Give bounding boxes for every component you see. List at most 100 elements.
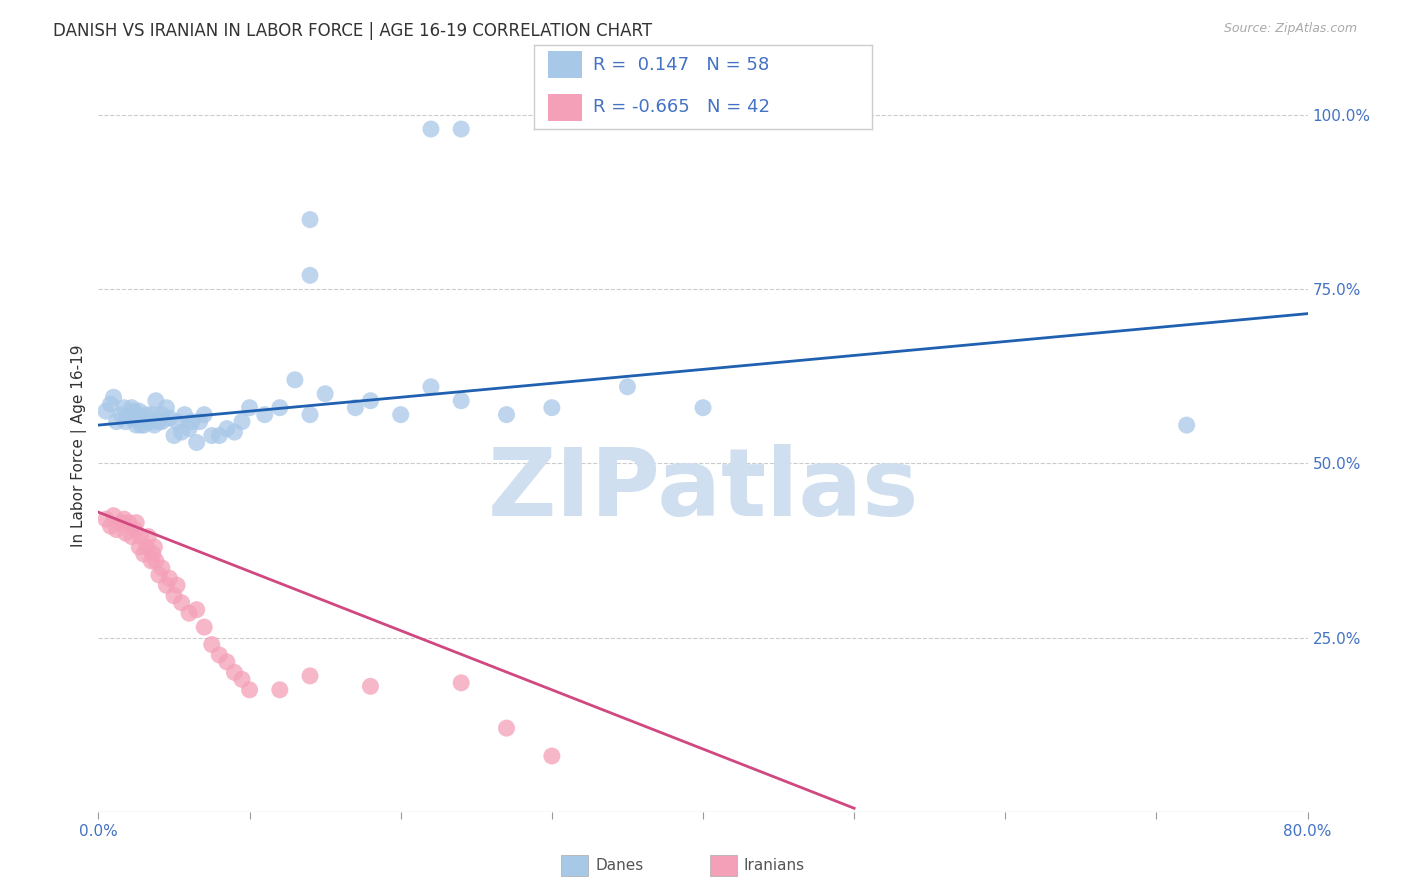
Point <box>692 401 714 415</box>
Point <box>114 526 136 541</box>
Point <box>141 415 163 429</box>
FancyBboxPatch shape <box>548 52 582 78</box>
Point <box>299 669 322 683</box>
Point <box>166 578 188 592</box>
Point <box>215 655 238 669</box>
FancyBboxPatch shape <box>710 855 737 876</box>
Point <box>121 530 143 544</box>
Point <box>201 428 224 442</box>
Point <box>1175 418 1198 433</box>
Point <box>173 408 195 422</box>
Point <box>420 380 443 394</box>
Point <box>170 596 193 610</box>
Point <box>179 606 201 620</box>
Point <box>239 682 262 697</box>
Point <box>495 721 517 735</box>
Point <box>616 380 638 394</box>
Point <box>118 408 141 422</box>
Point <box>135 408 157 422</box>
Point <box>100 397 122 411</box>
Point <box>360 679 382 693</box>
Point <box>186 603 208 617</box>
Point <box>124 523 146 537</box>
Point <box>231 415 253 429</box>
Point <box>121 401 143 415</box>
Point <box>269 682 291 697</box>
Point <box>253 408 276 422</box>
FancyBboxPatch shape <box>548 94 582 120</box>
Point <box>224 425 246 439</box>
Point <box>450 393 472 408</box>
Point <box>103 390 125 404</box>
Point <box>132 418 155 433</box>
Point <box>208 428 231 442</box>
Point <box>141 554 163 568</box>
Point <box>159 411 181 425</box>
Point <box>135 540 157 554</box>
Point <box>299 212 322 227</box>
Point <box>224 665 246 680</box>
Point <box>389 408 412 422</box>
Point <box>100 519 122 533</box>
Point <box>170 425 193 439</box>
Point <box>124 404 146 418</box>
Point <box>114 415 136 429</box>
Point <box>314 386 336 401</box>
Text: R =  0.147   N = 58: R = 0.147 N = 58 <box>593 56 769 74</box>
Point <box>299 268 322 283</box>
Point <box>166 415 188 429</box>
Point <box>193 620 215 634</box>
Point <box>155 401 177 415</box>
Point <box>132 547 155 561</box>
Point <box>540 749 562 764</box>
FancyBboxPatch shape <box>561 855 588 876</box>
Point <box>118 516 141 530</box>
Point <box>179 421 201 435</box>
Point <box>239 401 262 415</box>
Point <box>143 540 166 554</box>
Point <box>540 401 562 415</box>
Point <box>193 408 215 422</box>
Point <box>110 408 132 422</box>
Point <box>129 415 152 429</box>
Point <box>94 404 117 418</box>
Point <box>208 648 231 662</box>
Point <box>188 415 211 429</box>
Point <box>143 418 166 433</box>
Point <box>145 393 167 408</box>
Point <box>450 122 472 136</box>
Point <box>125 418 148 433</box>
Text: Iranians: Iranians <box>744 858 804 872</box>
Point <box>105 415 128 429</box>
Point <box>103 508 125 523</box>
Point <box>150 408 173 422</box>
Point <box>136 415 159 429</box>
Point <box>159 571 181 585</box>
Point <box>163 589 186 603</box>
Point <box>181 415 204 429</box>
Point <box>344 401 367 415</box>
Point <box>231 673 253 687</box>
Point <box>163 428 186 442</box>
Point <box>450 676 472 690</box>
Point <box>112 401 135 415</box>
Point <box>215 421 238 435</box>
Point <box>201 638 224 652</box>
Point <box>125 516 148 530</box>
Point <box>94 512 117 526</box>
Point <box>299 408 322 422</box>
Point <box>136 530 159 544</box>
Text: R = -0.665   N = 42: R = -0.665 N = 42 <box>593 98 770 116</box>
Point <box>121 411 143 425</box>
Point <box>150 415 173 429</box>
Text: Source: ZipAtlas.com: Source: ZipAtlas.com <box>1223 22 1357 36</box>
Point <box>420 122 443 136</box>
Point <box>148 415 170 429</box>
Point <box>148 567 170 582</box>
Point <box>360 393 382 408</box>
Point <box>142 408 165 422</box>
Point <box>186 435 208 450</box>
Text: ZIPatlas: ZIPatlas <box>488 444 918 536</box>
Text: DANISH VS IRANIAN IN LABOR FORCE | AGE 16-19 CORRELATION CHART: DANISH VS IRANIAN IN LABOR FORCE | AGE 1… <box>53 22 652 40</box>
Point <box>269 401 291 415</box>
